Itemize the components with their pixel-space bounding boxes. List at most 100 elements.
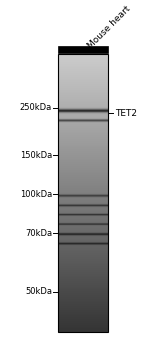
Bar [58,205,108,206]
Bar [58,113,108,114]
Bar [58,232,108,233]
Bar [58,107,108,108]
Text: Mouse heart: Mouse heart [86,4,132,50]
Bar [58,297,108,298]
Bar [58,282,108,283]
Bar [58,89,108,90]
Bar [58,159,108,160]
Bar [58,97,108,98]
Bar [58,91,108,92]
Bar [58,133,108,134]
Bar [58,307,108,308]
Bar [58,292,108,293]
Bar [58,327,108,328]
Bar [58,163,108,164]
Bar [58,96,108,97]
Bar [58,56,108,57]
Bar [58,84,108,85]
Bar [58,72,108,73]
Bar [58,247,108,248]
Bar [58,114,108,115]
Bar [58,140,108,141]
Bar [58,92,108,93]
Bar [58,309,108,310]
Bar [58,299,108,300]
Bar [58,178,108,179]
Bar [58,268,108,269]
Bar [58,62,108,63]
Bar [58,209,108,210]
Text: TET2: TET2 [115,109,137,118]
Bar [58,211,108,212]
Bar [58,237,108,238]
Bar [58,63,108,64]
Bar [58,172,108,173]
Bar [58,280,108,281]
Bar [58,128,108,129]
Bar [58,66,108,68]
Bar [58,312,108,313]
Bar [58,206,108,207]
Bar [58,132,108,133]
Bar [58,226,108,227]
Bar [58,296,108,297]
Bar [58,322,108,323]
Bar [58,105,108,106]
Bar [58,326,108,327]
Bar [58,162,108,163]
Bar [58,245,108,246]
Bar [58,321,108,322]
Bar [58,270,108,271]
Text: 150kDa: 150kDa [20,151,52,160]
Bar [58,262,108,264]
Bar [58,311,108,312]
Bar [58,215,108,216]
Bar [58,304,108,305]
Bar [58,134,108,135]
Bar [58,64,108,65]
Bar [58,240,108,241]
Bar [58,182,108,183]
Bar [58,241,108,242]
Bar [58,191,108,192]
Bar [58,58,108,59]
Bar [58,267,108,268]
Bar [58,100,108,101]
Bar [58,217,108,218]
Bar [58,305,108,306]
Bar [58,87,108,88]
Bar [58,104,108,105]
Bar [58,298,108,299]
Bar [58,155,108,156]
Bar [58,86,108,87]
Bar [58,328,108,329]
Bar [58,229,108,230]
Bar [58,74,108,75]
Bar [58,257,108,258]
Bar [58,187,108,188]
Bar [58,149,108,150]
Bar [58,317,108,318]
Bar [58,199,108,200]
Bar [58,330,108,331]
Bar [58,320,108,321]
Bar [58,117,108,118]
Bar [58,151,108,152]
Bar [58,198,108,200]
Bar [58,60,108,61]
Bar [58,288,108,289]
Bar [58,269,108,270]
Bar [58,184,108,186]
Bar [58,175,108,176]
Bar [58,202,108,203]
Bar [58,225,108,226]
Bar [58,174,108,175]
Text: 50kDa: 50kDa [25,287,52,296]
Bar [58,118,108,119]
Bar [58,302,108,303]
Bar [58,224,108,225]
Bar [58,192,108,193]
Bar [58,253,108,254]
Bar [58,179,108,180]
Bar [58,234,108,236]
